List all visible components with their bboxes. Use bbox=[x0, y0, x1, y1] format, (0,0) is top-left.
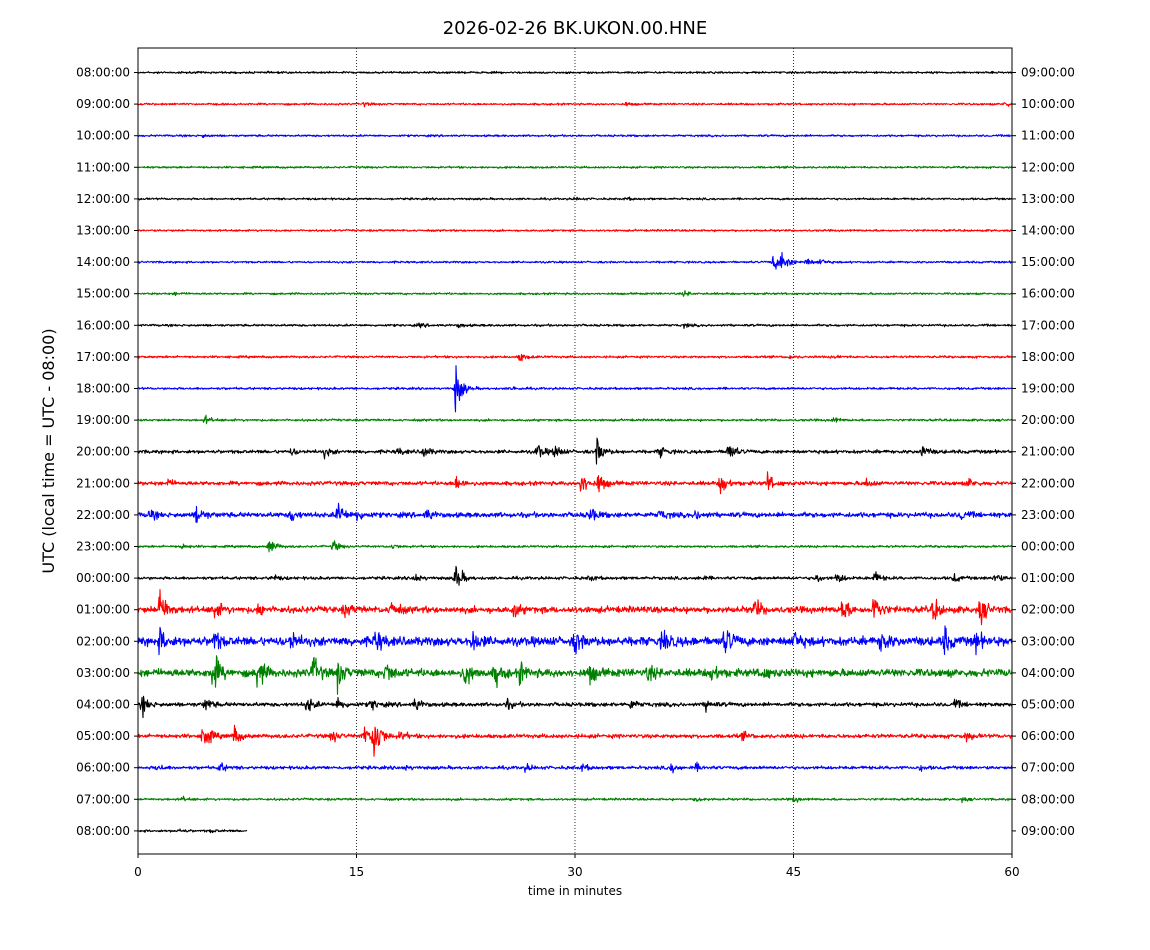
trace-20 bbox=[137, 695, 1013, 719]
x-tick-label: 30 bbox=[567, 865, 582, 879]
trace-5 bbox=[137, 228, 1013, 233]
right-tick-label: 01:00:00 bbox=[1021, 571, 1075, 585]
trace-2 bbox=[137, 133, 1013, 139]
left-tick-label: 04:00:00 bbox=[76, 698, 130, 712]
right-tick-label: 05:00:00 bbox=[1021, 698, 1075, 712]
x-tick-label: 15 bbox=[349, 865, 364, 879]
right-tick-label: 03:00:00 bbox=[1021, 634, 1075, 648]
left-tick-label: 17:00:00 bbox=[76, 350, 130, 364]
left-tick-label: 22:00:00 bbox=[76, 508, 130, 522]
trace-24 bbox=[137, 828, 248, 834]
trace-9 bbox=[137, 353, 1013, 362]
right-tick-label: 16:00:00 bbox=[1021, 287, 1075, 301]
trace-12 bbox=[137, 437, 1013, 465]
trace-11 bbox=[137, 414, 1013, 425]
trace-15 bbox=[137, 540, 1013, 553]
trace-21 bbox=[137, 724, 1013, 757]
trace-17 bbox=[137, 589, 1013, 626]
trace-10 bbox=[137, 365, 1013, 413]
chart-title: 2026-02-26 BK.UKON.00.HNE bbox=[443, 18, 708, 39]
y-axis-label: UTC (local time = UTC - 08:00) bbox=[39, 328, 58, 573]
left-tick-label: 21:00:00 bbox=[76, 476, 130, 490]
left-tick-label: 05:00:00 bbox=[76, 729, 130, 743]
trace-1 bbox=[137, 101, 1013, 108]
right-tick-label: 15:00:00 bbox=[1021, 255, 1075, 269]
trace-18 bbox=[137, 625, 1013, 656]
trace-23 bbox=[137, 795, 1013, 804]
left-tick-label: 03:00:00 bbox=[76, 666, 130, 680]
right-tick-label: 00:00:00 bbox=[1021, 540, 1075, 554]
trace-16 bbox=[137, 565, 1013, 586]
right-tick-label: 19:00:00 bbox=[1021, 382, 1075, 396]
right-tick-label: 10:00:00 bbox=[1021, 97, 1075, 111]
trace-3 bbox=[137, 165, 1013, 170]
left-tick-label: 06:00:00 bbox=[76, 761, 130, 775]
x-tick-label: 45 bbox=[786, 865, 801, 879]
left-tick-label: 08:00:00 bbox=[76, 66, 130, 80]
left-tick-label: 15:00:00 bbox=[76, 287, 130, 301]
right-tick-label: 11:00:00 bbox=[1021, 129, 1075, 143]
left-tick-label: 09:00:00 bbox=[76, 97, 130, 111]
trace-0 bbox=[137, 70, 1013, 75]
left-tick-label: 23:00:00 bbox=[76, 540, 130, 554]
x-tick-label: 60 bbox=[1004, 865, 1019, 879]
left-tick-label: 02:00:00 bbox=[76, 634, 130, 648]
trace-14 bbox=[137, 502, 1013, 524]
right-tick-label: 20:00:00 bbox=[1021, 413, 1075, 427]
left-tick-label: 11:00:00 bbox=[76, 160, 130, 174]
trace-19 bbox=[137, 655, 1013, 695]
trace-4 bbox=[137, 196, 1013, 201]
left-tick-label: 12:00:00 bbox=[76, 192, 130, 206]
trace-13 bbox=[137, 471, 1013, 495]
seismic-traces bbox=[137, 70, 1013, 834]
left-tick-label: 16:00:00 bbox=[76, 318, 130, 332]
left-tick-label: 07:00:00 bbox=[76, 792, 130, 806]
trace-7 bbox=[137, 290, 1013, 297]
left-tick-label: 18:00:00 bbox=[76, 382, 130, 396]
left-tick-label: 00:00:00 bbox=[76, 571, 130, 585]
left-tick-label: 08:00:00 bbox=[76, 824, 130, 838]
right-tick-label: 23:00:00 bbox=[1021, 508, 1075, 522]
trace-22 bbox=[137, 761, 1013, 774]
left-tick-label: 13:00:00 bbox=[76, 224, 130, 238]
right-tick-label: 13:00:00 bbox=[1021, 192, 1075, 206]
right-tick-label: 18:00:00 bbox=[1021, 350, 1075, 364]
right-tick-label: 08:00:00 bbox=[1021, 792, 1075, 806]
left-tick-label: 20:00:00 bbox=[76, 445, 130, 459]
left-tick-label: 01:00:00 bbox=[76, 603, 130, 617]
right-tick-label: 04:00:00 bbox=[1021, 666, 1075, 680]
left-tick-label: 19:00:00 bbox=[76, 413, 130, 427]
trace-6 bbox=[137, 251, 1013, 270]
right-tick-label: 22:00:00 bbox=[1021, 476, 1075, 490]
right-tick-label: 09:00:00 bbox=[1021, 824, 1075, 838]
x-axis-label: time in minutes bbox=[528, 884, 622, 898]
right-tick-label: 07:00:00 bbox=[1021, 761, 1075, 775]
right-tick-label: 21:00:00 bbox=[1021, 445, 1075, 459]
x-tick-label: 0 bbox=[134, 865, 142, 879]
left-tick-label: 10:00:00 bbox=[76, 129, 130, 143]
right-tick-label: 14:00:00 bbox=[1021, 224, 1075, 238]
axis-ticks: 08:00:00 09:00:00 10:00:00 11:00:00 12:00:00… bbox=[76, 66, 1075, 880]
trace-8 bbox=[137, 322, 1013, 329]
right-tick-label: 09:00:00 bbox=[1021, 66, 1075, 80]
right-tick-label: 06:00:00 bbox=[1021, 729, 1075, 743]
right-tick-label: 17:00:00 bbox=[1021, 318, 1075, 332]
left-tick-label: 14:00:00 bbox=[76, 255, 130, 269]
right-tick-label: 02:00:00 bbox=[1021, 603, 1075, 617]
right-tick-label: 12:00:00 bbox=[1021, 160, 1075, 174]
